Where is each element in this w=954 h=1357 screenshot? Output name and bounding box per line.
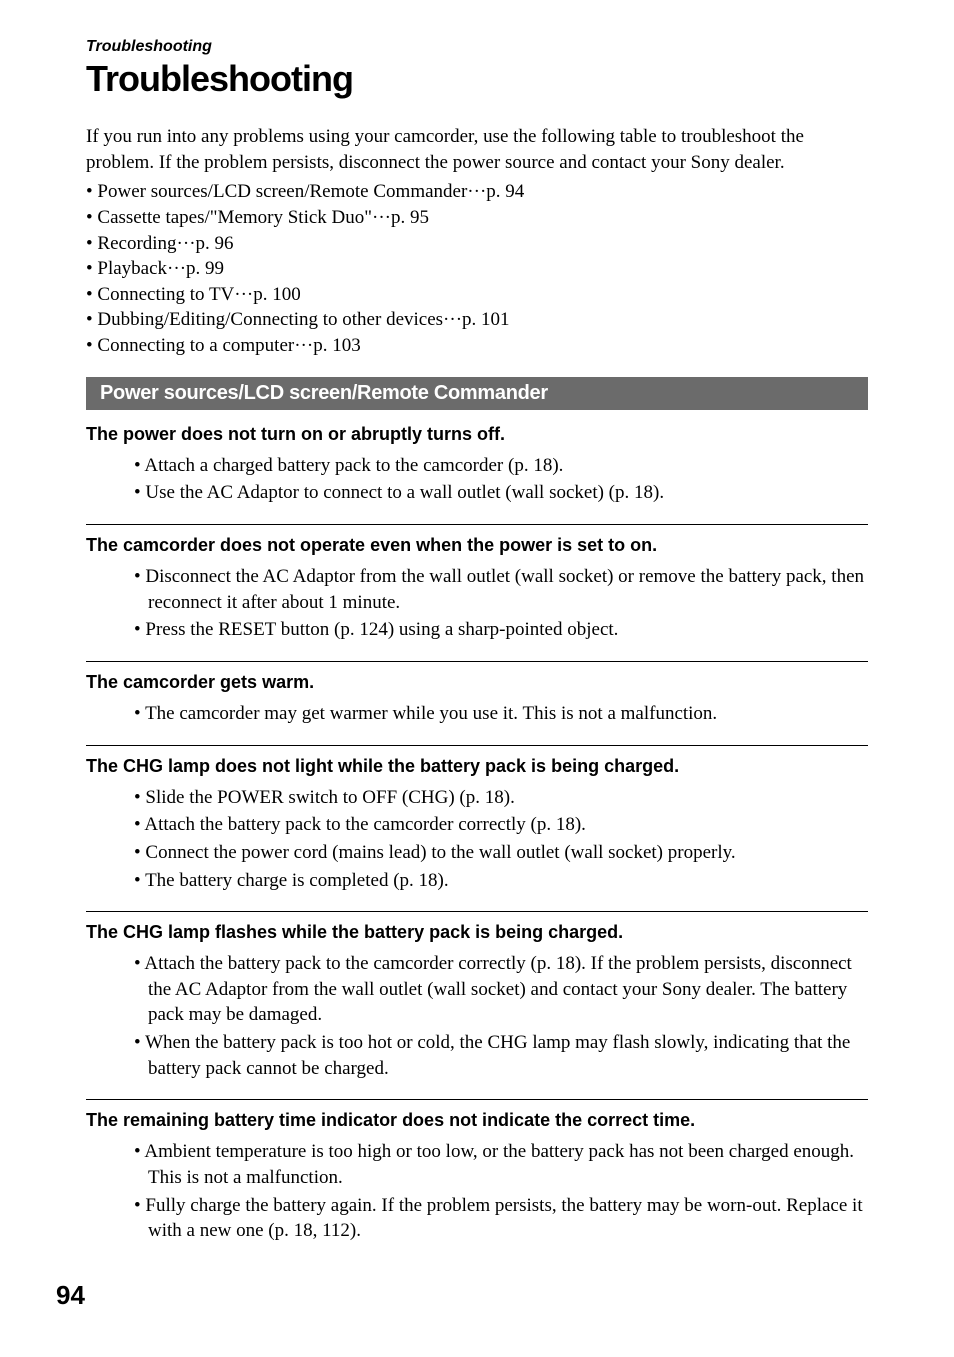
- answer-item: Connect the power cord (mains lead) to t…: [134, 840, 868, 866]
- divider: [86, 745, 868, 746]
- section-label: Troubleshooting: [86, 38, 868, 56]
- answer-list: Slide the POWER switch to OFF (CHG) (p. …: [86, 785, 868, 894]
- divider: [86, 1099, 868, 1100]
- answer-item: Slide the POWER switch to OFF (CHG) (p. …: [134, 785, 868, 811]
- answer-list: Disconnect the AC Adaptor from the wall …: [86, 564, 868, 643]
- answer-item: Attach a charged battery pack to the cam…: [134, 453, 868, 479]
- answer-item: The battery charge is completed (p. 18).: [134, 868, 868, 894]
- toc-item: Recording···p. 96: [86, 231, 868, 257]
- problem-title: The camcorder does not operate even when…: [86, 535, 868, 556]
- problem-title: The CHG lamp flashes while the battery p…: [86, 922, 868, 943]
- answer-list: The camcorder may get warmer while you u…: [86, 701, 868, 727]
- answer-item: Fully charge the battery again. If the p…: [134, 1193, 868, 1244]
- problem-title: The power does not turn on or abruptly t…: [86, 424, 868, 445]
- problem-title: The CHG lamp does not light while the ba…: [86, 756, 868, 777]
- toc-item: Connecting to TV···p. 100: [86, 282, 868, 308]
- problem-block: The power does not turn on or abruptly t…: [86, 424, 868, 506]
- toc-list: Power sources/LCD screen/Remote Commande…: [86, 179, 868, 358]
- toc-item: Dubbing/Editing/Connecting to other devi…: [86, 307, 868, 333]
- toc-item: Cassette tapes/"Memory Stick Duo"···p. 9…: [86, 205, 868, 231]
- toc-item: Connecting to a computer···p. 103: [86, 333, 868, 359]
- toc-item: Power sources/LCD screen/Remote Commande…: [86, 179, 868, 205]
- answer-list: Attach the battery pack to the camcorder…: [86, 951, 868, 1081]
- answer-list: Attach a charged battery pack to the cam…: [86, 453, 868, 506]
- answer-item: When the battery pack is too hot or cold…: [134, 1030, 868, 1081]
- problem-block: The camcorder does not operate even when…: [86, 535, 868, 643]
- answer-item: Attach the battery pack to the camcorder…: [134, 812, 868, 838]
- toc-item: Playback···p. 99: [86, 256, 868, 282]
- problem-title: The camcorder gets warm.: [86, 672, 868, 693]
- problem-block: The CHG lamp does not light while the ba…: [86, 756, 868, 894]
- intro-paragraph: If you run into any problems using your …: [86, 124, 868, 175]
- page-title: Troubleshooting: [86, 58, 868, 100]
- answer-item: Disconnect the AC Adaptor from the wall …: [134, 564, 868, 615]
- problem-title: The remaining battery time indicator doe…: [86, 1110, 868, 1131]
- problem-block: The remaining battery time indicator doe…: [86, 1110, 868, 1244]
- answer-item: The camcorder may get warmer while you u…: [134, 701, 868, 727]
- answer-item: Use the AC Adaptor to connect to a wall …: [134, 480, 868, 506]
- problem-block: The camcorder gets warm. The camcorder m…: [86, 672, 868, 727]
- answer-item: Ambient temperature is too high or too l…: [134, 1139, 868, 1190]
- divider: [86, 524, 868, 525]
- divider: [86, 911, 868, 912]
- answer-list: Ambient temperature is too high or too l…: [86, 1139, 868, 1244]
- divider: [86, 661, 868, 662]
- problem-block: The CHG lamp flashes while the battery p…: [86, 922, 868, 1081]
- answer-item: Press the RESET button (p. 124) using a …: [134, 617, 868, 643]
- page-number: 94: [56, 1280, 85, 1311]
- answer-item: Attach the battery pack to the camcorder…: [134, 951, 868, 1028]
- section-bar: Power sources/LCD screen/Remote Commande…: [86, 377, 868, 410]
